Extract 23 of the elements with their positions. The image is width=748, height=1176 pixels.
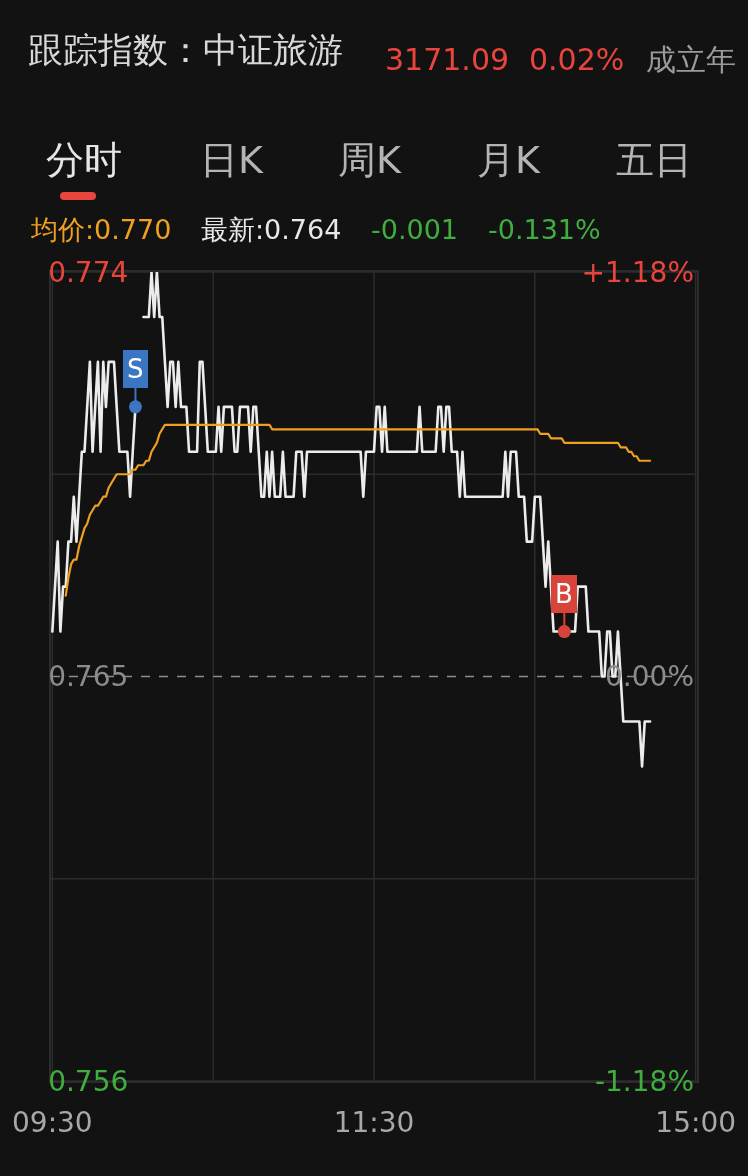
x-tick-label: 15:00 [655, 1106, 737, 1140]
text: 最新:0.764 [201, 214, 342, 245]
text: 五日 [616, 138, 692, 182]
data-label: S [127, 354, 144, 384]
data-label: B [555, 579, 573, 609]
chart-title: 跟踪指数：中证旅游 [28, 30, 343, 71]
text: 0.02% [529, 42, 625, 77]
y2-tick-label: +1.18% [581, 255, 694, 289]
y2-tick-label: -1.18% [594, 1064, 694, 1098]
text: 日K [200, 138, 264, 182]
y-tick-label: 0.774 [48, 255, 129, 289]
text: 3171.09 [385, 42, 510, 77]
x-tick-label: 11:30 [333, 1106, 415, 1140]
text: 均价:0.770 [30, 214, 172, 245]
text: 成立年 [646, 42, 736, 77]
text: 月K [477, 138, 541, 182]
x-tick-label: 09:30 [11, 1106, 93, 1140]
text: -0.131% [488, 214, 601, 245]
text: -0.001 [371, 214, 459, 245]
text: 分时 [46, 138, 122, 182]
y-tick-label: 0.756 [48, 1064, 129, 1098]
text: 周K [338, 138, 402, 182]
y-tick-label: 0.765 [48, 660, 129, 694]
